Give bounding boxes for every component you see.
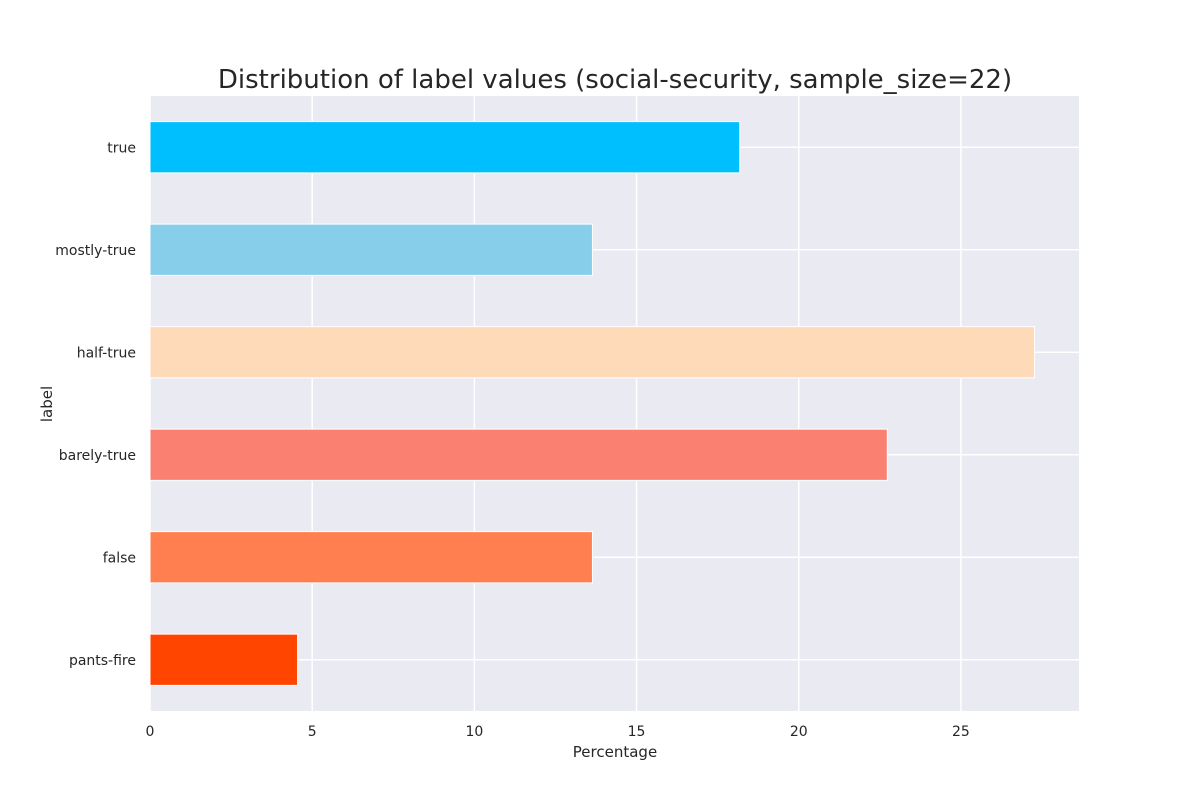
- y-tick-label: false: [103, 550, 136, 566]
- x-tick-label: 15: [628, 724, 646, 740]
- chart-title: Distribution of label values (social-sec…: [218, 65, 1012, 95]
- y-tick-label: barely-true: [59, 448, 136, 464]
- bar-pants-fire: [149, 633, 299, 686]
- x-axis-label: Percentage: [573, 743, 657, 761]
- bar-true: [149, 121, 741, 174]
- y-tick-label: true: [107, 140, 136, 156]
- bar-false: [149, 531, 593, 584]
- bar-half-true: [149, 326, 1036, 379]
- y-tick-labels: true mostly-true half-true barely-true false…: [55, 140, 136, 669]
- x-tick-label: 0: [146, 724, 155, 740]
- x-tick-labels: 0 5 10 15 20 25: [146, 724, 970, 740]
- bar-barely-true: [149, 428, 888, 481]
- bar-mostly-true: [149, 223, 593, 276]
- plot-area: [150, 96, 1079, 711]
- x-tick-label: 5: [308, 724, 317, 740]
- x-tick-label: 10: [465, 724, 483, 740]
- y-tick-label: mostly-true: [55, 243, 136, 259]
- y-axis-label: label: [38, 386, 56, 422]
- x-tick-label: 20: [790, 724, 808, 740]
- y-tick-label: pants-fire: [69, 653, 136, 669]
- x-tick-label: 25: [952, 724, 970, 740]
- bars: [149, 121, 1036, 686]
- y-tick-label: half-true: [77, 345, 136, 361]
